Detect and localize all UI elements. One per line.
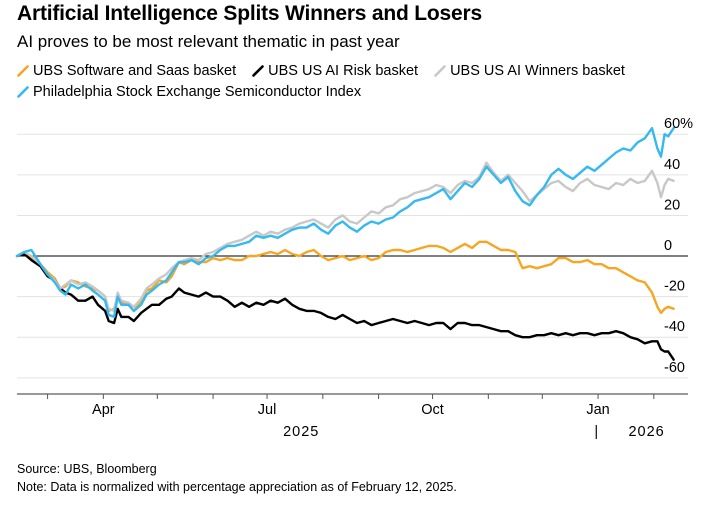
year-label-2026: 2026 bbox=[628, 424, 664, 440]
legend-swatch-ai-risk bbox=[252, 63, 264, 77]
legend-item-semiconductor: Philadelphia Stock Exchange Semiconducto… bbox=[17, 82, 361, 103]
legend-item-ai-risk: UBS US AI Risk basket bbox=[252, 61, 418, 82]
legend-swatch-semiconductor bbox=[17, 84, 29, 98]
x-tick-label: Jul bbox=[258, 402, 277, 418]
legend-swatch-software-saas bbox=[17, 63, 29, 77]
series-line-1 bbox=[15, 252, 675, 361]
x-tick-label: Apr bbox=[92, 402, 115, 418]
data-note: Note: Data is normalized with percentage… bbox=[17, 480, 457, 494]
y-tick-label: -40 bbox=[664, 319, 685, 335]
legend-label: UBS Software and Saas basket bbox=[33, 63, 237, 79]
legend: UBS Software and Saas basket UBS US AI R… bbox=[17, 61, 707, 103]
x-tick-label: Oct bbox=[421, 402, 444, 418]
year-separator: | bbox=[594, 424, 598, 440]
legend-item-software-saas: UBS Software and Saas basket bbox=[17, 61, 236, 82]
legend-label: UBS US AI Winners basket bbox=[450, 63, 625, 79]
source-note: Source: UBS, Bloomberg bbox=[17, 462, 157, 476]
legend-label: UBS US AI Risk basket bbox=[268, 63, 419, 79]
chart-title: Artificial Intelligence Splits Winners a… bbox=[17, 2, 482, 25]
x-tick-label: Jan bbox=[586, 402, 609, 418]
y-tick-label: 60% bbox=[664, 116, 693, 132]
y-tick-label: -20 bbox=[664, 279, 685, 295]
series-line-3 bbox=[15, 126, 675, 319]
series-line-2 bbox=[15, 161, 675, 313]
y-tick-label: 20 bbox=[664, 197, 680, 213]
year-label-2025: 2025 bbox=[283, 424, 319, 440]
x-axis: Apr Jul Oct Jan 2025 | 2026 bbox=[17, 393, 688, 440]
y-tick-label: -60 bbox=[664, 360, 685, 376]
legend-item-ai-winners: UBS US AI Winners basket bbox=[434, 61, 625, 82]
series-lines bbox=[15, 126, 675, 361]
y-axis-tick-labels: 60% 40 20 0 -20 -40 -60 bbox=[664, 116, 693, 376]
legend-label: Philadelphia Stock Exchange Semiconducto… bbox=[33, 84, 362, 100]
chart-subtitle: AI proves to be most relevant thematic i… bbox=[17, 32, 400, 51]
y-tick-label: 40 bbox=[664, 157, 680, 173]
legend-swatch-ai-winners bbox=[434, 63, 446, 77]
y-tick-label: 0 bbox=[664, 238, 672, 254]
line-chart: 60% 40 20 0 -20 -40 -60 Apr Jul Oct Jan 2025 | 2026 bbox=[15, 116, 693, 440]
